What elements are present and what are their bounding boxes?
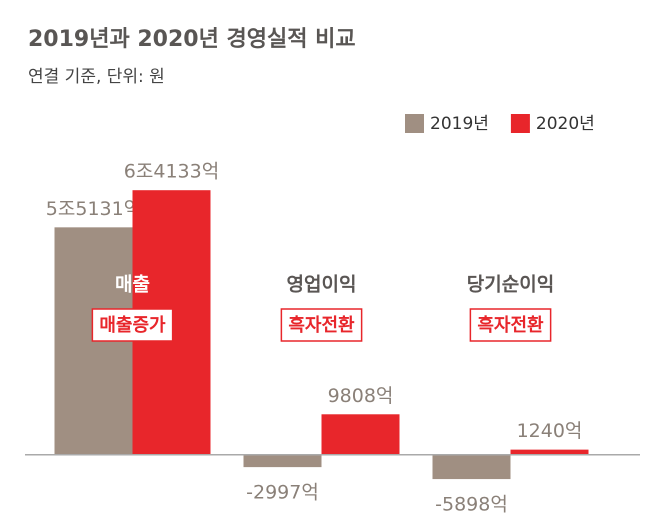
category-label: 매출 [115,274,150,296]
bar [243,454,322,468]
annotation: 매출증가 [91,308,174,342]
annotation-box [280,308,363,342]
legend-label: 2020년 [536,114,595,134]
value-label: -2997억 [246,482,319,504]
annotation-box [469,308,552,342]
annotation: 흑자전환 [280,308,363,342]
legend-swatch [405,114,424,133]
category-label: 영업이익 [287,274,357,296]
bar [510,449,589,455]
category-label: 당기순이익 [467,274,554,296]
chart-title: 2019년과 2020년 경영실적 비교 [28,27,356,52]
bar [432,454,511,480]
bar [321,414,400,455]
annotation-label: 매출증가 [99,315,166,336]
annotation: 흑자전환 [469,308,552,342]
annotation-box [91,308,174,342]
chart-subtitle: 연결 기준, 단위: 원 [28,67,165,87]
annotation-label: 흑자전환 [477,314,544,336]
annotation-label: 흑자전환 [288,314,355,336]
value-label: 9808억 [328,385,394,407]
value-label: 1240억 [517,420,583,442]
value-label: -5898억 [435,494,508,516]
value-label: 6조4133억 [124,161,219,183]
legend-label: 2019년 [430,114,489,134]
value-label: 5조5131억 [46,198,141,220]
legend-swatch [510,114,530,133]
